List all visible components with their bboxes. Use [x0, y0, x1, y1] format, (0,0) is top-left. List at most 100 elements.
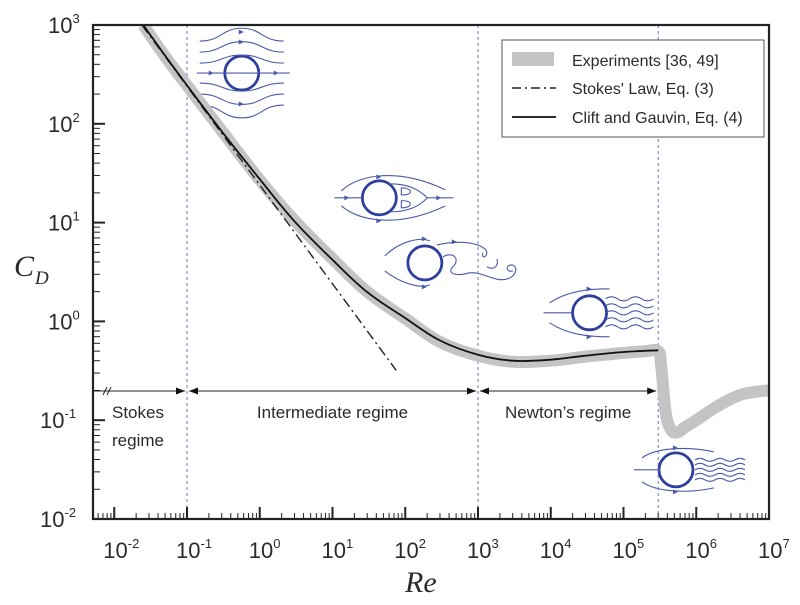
turbulent-streak	[694, 467, 746, 472]
turbulent-streak	[694, 462, 746, 467]
recirculation	[400, 187, 411, 209]
y-tick-label: 10-1	[40, 406, 76, 433]
arrow-head	[176, 387, 185, 395]
streamline-arrow	[376, 174, 382, 180]
wake-bubble	[389, 183, 429, 213]
streamline-arrow	[273, 70, 279, 76]
regime-label: Newton’s regime	[505, 403, 631, 422]
streamline	[641, 481, 715, 492]
regime-label: Stokes	[112, 403, 164, 422]
turbulent-streak	[694, 472, 746, 477]
streamline	[199, 41, 284, 53]
y-axis-title-sub: D	[34, 268, 49, 289]
regime-annotations: Stokes regime Intermediate regime Newton’s …	[93, 386, 657, 450]
y-tick-label: 10-2	[40, 505, 76, 532]
x-tick-label: 10-2	[103, 536, 139, 563]
cylinder-icon	[657, 451, 695, 489]
turbulent-streak	[605, 317, 654, 323]
cylinder-icon	[406, 244, 444, 282]
turbulent-streak	[605, 324, 654, 330]
x-tick-label: 105	[613, 536, 645, 563]
streamline	[641, 447, 715, 459]
vortex	[442, 254, 508, 281]
streamline	[340, 205, 446, 221]
x-tick-label: 107	[758, 536, 790, 563]
streamline	[384, 270, 431, 287]
streamline	[199, 104, 284, 119]
legend: Experiments [36, 49] Stokes' Law, Eq. (3…	[501, 39, 765, 138]
y-axis-title: C D	[14, 250, 49, 289]
streamline-arrow	[238, 101, 244, 107]
turbulent-streak	[605, 296, 654, 302]
streamline-arrow	[421, 284, 427, 290]
streamline	[384, 238, 431, 257]
vortex	[506, 264, 517, 280]
streamline	[549, 288, 610, 304]
x-tick-label: 106	[685, 536, 717, 563]
streamline-arrow	[344, 195, 350, 201]
vortex	[436, 241, 488, 258]
regime-label: Intermediate regime	[257, 403, 408, 422]
y-tick-label: 103	[48, 11, 80, 38]
streamline-arrow	[586, 334, 592, 340]
turbulent-streak	[605, 303, 654, 309]
y-tick-label: 101	[48, 209, 80, 236]
streamline	[199, 27, 284, 42]
axis-ticks: 10-2 10-1 100 101 102 103 104 105 106 107 10-2 10-1…	[40, 11, 790, 563]
streamline-arrow	[451, 239, 457, 245]
flow-illustration-creeping	[196, 27, 290, 119]
x-tick-label: 101	[322, 536, 354, 563]
streamline	[199, 54, 284, 64]
turbulent-streak	[605, 310, 654, 316]
streamline-arrow	[672, 489, 678, 495]
x-axis-title: Re	[404, 566, 437, 599]
flow-illustration-post-crisis	[633, 445, 746, 495]
streamline-arrow	[436, 195, 442, 201]
arrow-head	[189, 387, 198, 395]
streamline	[199, 82, 284, 92]
plot-frame	[91, 23, 771, 521]
streamline-arrow	[238, 29, 244, 35]
streamline-arrow	[672, 445, 678, 451]
axis-break-mark	[102, 386, 112, 396]
series-layer	[138, 25, 769, 439]
flow-illustration-steady-wake	[334, 174, 454, 224]
regime-boundaries	[186, 25, 659, 519]
x-tick-label: 104	[540, 536, 572, 563]
streamline	[549, 322, 610, 338]
arrow-head	[467, 387, 476, 395]
y-axis-title-main: C	[14, 250, 35, 283]
cylinder-icon	[571, 294, 608, 332]
streamline-arrow	[421, 236, 427, 242]
streamline-arrow	[586, 286, 592, 292]
x-tick-label: 100	[249, 536, 281, 563]
series-stokes-law	[141, 25, 397, 371]
streamline	[340, 175, 446, 192]
y-tick-label: 100	[48, 307, 80, 334]
arrow-head	[647, 387, 657, 395]
vortex	[486, 258, 498, 269]
regime-label-line2: regime	[112, 431, 164, 450]
series-clift-gauvin	[142, 25, 659, 362]
streamline	[199, 93, 284, 105]
flow-illustration-vortex-shedding	[384, 236, 517, 290]
flow-illustrations	[196, 27, 746, 495]
turbulent-streak	[694, 457, 746, 462]
streamline-arrow	[208, 70, 214, 76]
cylinder-icon	[360, 179, 398, 217]
legend-swatch-experiments	[512, 52, 554, 66]
x-tick-label: 102	[394, 536, 426, 563]
flow-illustration-turbulent-wake	[543, 286, 654, 340]
arrow-head	[480, 387, 489, 395]
legend-label-experiments: Experiments [36, 49]	[572, 53, 719, 70]
x-tick-label: 103	[467, 536, 499, 563]
legend-label-stokes: Stokes' Law, Eq. (3)	[572, 81, 714, 98]
streamline-arrow	[238, 39, 244, 45]
legend-label-clift-gauvin: Clift and Gauvin, Eq. (4)	[572, 110, 743, 127]
x-tick-label: 10-1	[176, 536, 212, 563]
streamline-arrow	[376, 218, 382, 224]
turbulent-streak	[694, 477, 746, 482]
series-group	[138, 25, 769, 439]
y-tick-label: 102	[48, 110, 80, 137]
